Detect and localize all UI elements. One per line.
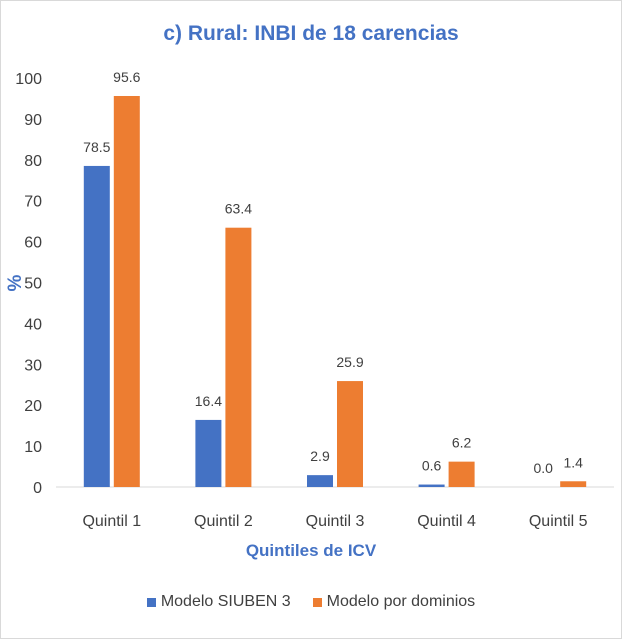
- x-tick-label: Quintil 5: [529, 513, 588, 530]
- x-tick-label: Quintil 3: [306, 513, 365, 530]
- data-label-series-1: 0.6: [422, 458, 442, 474]
- data-label-series-1: 2.9: [310, 448, 330, 464]
- legend-swatch-series-2: [312, 597, 322, 607]
- legend-item-series-1: Modelo SIUBEN 3: [146, 593, 291, 611]
- x-axis-label: Quintiles de ICV: [245, 541, 377, 560]
- x-tick-label: Quintil 2: [194, 513, 253, 530]
- bar-series-1: [307, 475, 333, 487]
- data-label-series-2: 25.9: [336, 354, 363, 370]
- data-label-series-2: 95.6: [113, 69, 140, 85]
- data-label-series-1: 0.0: [533, 460, 553, 476]
- y-tick-label: 20: [24, 398, 42, 415]
- x-tick-label: Quintil 1: [82, 513, 141, 530]
- legend-label-series-1: Modelo SIUBEN 3: [160, 593, 291, 610]
- x-tick-label: Quintil 4: [417, 513, 476, 530]
- data-label-series-2: 6.2: [452, 435, 472, 451]
- bar-series-2: [560, 481, 587, 487]
- bar-series-2: [225, 227, 252, 487]
- bar-series-2: [448, 461, 475, 487]
- data-label-series-2: 1.4: [563, 454, 583, 470]
- data-label-series-1: 78.5: [83, 139, 110, 155]
- y-tick-label: 80: [24, 153, 42, 170]
- y-tick-label: 100: [15, 71, 42, 88]
- bar-series-1: [418, 484, 445, 487]
- bar-series-1: [83, 165, 110, 487]
- bar-series-1: [195, 419, 222, 487]
- legend-item-series-2: Modelo por dominios: [312, 593, 476, 611]
- bar-series-2: [113, 95, 140, 487]
- y-tick-label: 10: [24, 439, 42, 456]
- y-tick-label: 30: [24, 357, 42, 374]
- legend-label-series-2: Modelo por dominios: [326, 593, 476, 610]
- y-tick-label: 50: [24, 276, 42, 293]
- y-tick-label: 40: [24, 316, 42, 333]
- y-tick-label: 0: [33, 480, 42, 497]
- chart-title: c) Rural: INBI de 18 carencias: [163, 22, 459, 45]
- legend: Modelo SIUBEN 3 Modelo por dominios: [0, 593, 622, 611]
- data-label-series-1: 16.4: [195, 393, 222, 409]
- y-tick-label: 70: [24, 194, 42, 211]
- y-tick-label: 60: [24, 235, 42, 252]
- legend-swatch-series-1: [146, 597, 156, 607]
- y-tick-label: 90: [24, 112, 42, 129]
- bar-series-2: [337, 381, 363, 487]
- data-label-series-2: 63.4: [225, 201, 252, 217]
